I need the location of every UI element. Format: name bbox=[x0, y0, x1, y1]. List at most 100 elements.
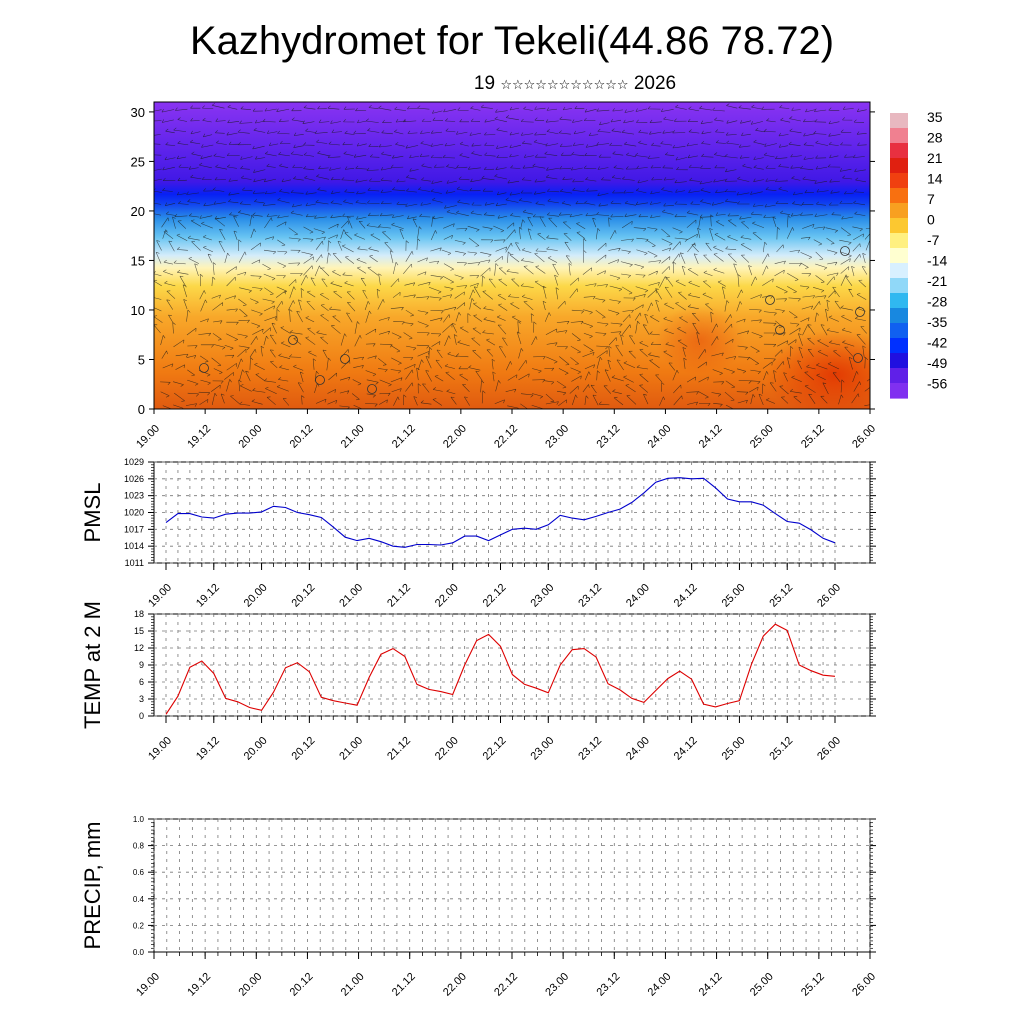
calm-wind-circle bbox=[367, 384, 377, 394]
field-x-tick-label: 24.00 bbox=[646, 423, 674, 451]
temp-x-tick-label: 23.12 bbox=[576, 735, 604, 763]
colorbar-swatch bbox=[890, 128, 908, 144]
pmsl-x-tick-label: 25.12 bbox=[767, 582, 795, 610]
temp-y-tick-label: 0 bbox=[139, 711, 144, 721]
colorbar-label: -49 bbox=[927, 355, 947, 371]
field-x-tick-label: 19.00 bbox=[134, 423, 162, 451]
colorbar-label: -14 bbox=[927, 253, 947, 269]
pmsl-x-tick-label: 20.00 bbox=[242, 582, 270, 610]
colorbar-label: -56 bbox=[927, 376, 947, 392]
pmsl-x-tick-label: 19.12 bbox=[194, 582, 222, 610]
temp-series-line bbox=[165, 623, 836, 715]
precip-x-tick-label: 24.12 bbox=[697, 971, 725, 999]
colorbar-swatch bbox=[890, 323, 908, 339]
temp-y-tick-label: 9 bbox=[139, 660, 144, 670]
pmsl-x-tick-label: 25.00 bbox=[720, 582, 748, 610]
temp-y-tick-label: 18 bbox=[134, 609, 144, 619]
pmsl-x-tick-label: 21.00 bbox=[337, 582, 365, 610]
precip-x-tick-label: 21.00 bbox=[339, 971, 367, 999]
colorbar-swatch bbox=[890, 233, 908, 249]
colorbar-label: -28 bbox=[927, 294, 947, 310]
colorbar-swatch bbox=[890, 308, 908, 324]
colorbar-swatch bbox=[890, 293, 908, 309]
colorbar-label: 14 bbox=[927, 171, 943, 187]
pmsl-x-tick-label: 24.00 bbox=[624, 582, 652, 610]
temp-x-tick-label: 24.12 bbox=[672, 735, 700, 763]
precip-x-tick-label: 25.12 bbox=[799, 971, 827, 999]
temp-x-tick-label: 21.00 bbox=[337, 735, 365, 763]
precip-y-tick-label: 0.6 bbox=[133, 868, 145, 877]
calm-wind-circle bbox=[855, 307, 865, 317]
field-y-tick-label: 25 bbox=[131, 154, 145, 169]
field-x-tick-label: 21.12 bbox=[390, 423, 418, 451]
colorbar-label: -42 bbox=[927, 335, 947, 351]
pmsl-x-tick-label: 21.12 bbox=[385, 582, 413, 610]
subtitle-day: 19 bbox=[473, 73, 496, 94]
colorbar-label: 7 bbox=[927, 191, 935, 207]
pmsl-x-tick-label: 26.00 bbox=[815, 582, 843, 610]
temp-x-tick-label: 24.00 bbox=[624, 735, 652, 763]
colorbar-swatch bbox=[890, 278, 908, 294]
colorbar-label: -21 bbox=[927, 273, 947, 289]
field-y-tick-label: 20 bbox=[131, 204, 145, 219]
precip-y-tick-label: 1.0 bbox=[133, 815, 145, 824]
colorbar-label: 28 bbox=[927, 130, 943, 146]
precip-x-tick-label: 21.12 bbox=[390, 971, 418, 999]
colorbar-swatch bbox=[890, 338, 908, 354]
pmsl-ylabel: PMSL bbox=[80, 483, 105, 543]
precip-panel: 0.0 0.2 0.4 0.6 0.8 1.0 19.00 19.12 20.00 20.12 21… bbox=[80, 815, 878, 999]
colorbar: 35 28 21 14 7 0 -7 -14 -21 -28 -35 -42 -49 -56 bbox=[890, 109, 947, 399]
calm-wind-circle bbox=[315, 375, 325, 385]
colorbar-swatch bbox=[890, 158, 908, 174]
colorbar-swatch bbox=[890, 248, 908, 264]
colorbar-swatch bbox=[890, 113, 908, 129]
precip-y-tick-label: 0.0 bbox=[133, 948, 145, 957]
temperature-field bbox=[154, 102, 870, 409]
chart-subtitle: 19 ☆☆☆☆☆☆☆☆☆☆☆ 2026 bbox=[440, 72, 710, 98]
pmsl-x-tick-label: 20.12 bbox=[290, 582, 318, 610]
field-y-tick-label: 15 bbox=[131, 253, 145, 268]
pmsl-y-tick-label: 1029 bbox=[124, 457, 144, 467]
precip-x-tick-label: 19.00 bbox=[134, 971, 162, 999]
colorbar-swatch bbox=[890, 353, 908, 369]
calm-wind-circle bbox=[853, 353, 863, 363]
wind-barbs bbox=[154, 103, 870, 409]
pmsl-x-tick-label: 23.12 bbox=[576, 582, 604, 610]
colorbar-label: 0 bbox=[927, 212, 935, 228]
calm-wind-circle bbox=[199, 363, 209, 373]
chart-title: Kazhydromet for Tekeli(44.86 78.72) bbox=[189, 19, 835, 63]
colorbar-swatch bbox=[890, 173, 908, 189]
field-x-tick-label: 23.00 bbox=[543, 423, 571, 451]
temp-panel: 0 3 6 9 12 15 18 19.00 19.12 20.00 20.12 21.00 21.12… bbox=[80, 601, 876, 763]
colorbar-label: 35 bbox=[927, 109, 943, 125]
pmsl-y-tick-label: 1023 bbox=[124, 491, 144, 501]
colorbar-swatch bbox=[890, 263, 908, 279]
calm-wind-circle bbox=[288, 335, 298, 345]
temp-x-tick-label: 20.12 bbox=[290, 735, 318, 763]
temp-x-tick-label: 25.00 bbox=[720, 735, 748, 763]
precip-ylabel: PRECIP, mm bbox=[80, 822, 105, 950]
pmsl-y-tick-label: 1020 bbox=[124, 508, 144, 518]
calm-wind-circle bbox=[765, 295, 775, 305]
field-y-tick-label: 0 bbox=[138, 402, 145, 417]
field-y-tick-label: 30 bbox=[131, 105, 145, 120]
pmsl-x-tick-label: 22.00 bbox=[433, 582, 461, 610]
precip-x-tick-label: 25.00 bbox=[748, 971, 776, 999]
temp-x-tick-label: 26.00 bbox=[815, 735, 843, 763]
pmsl-x-tick-label: 23.00 bbox=[528, 582, 556, 610]
field-y-tick-label: 5 bbox=[138, 352, 145, 367]
field-x-tick-label: 23.12 bbox=[594, 423, 622, 451]
temp-y-tick-label: 3 bbox=[139, 694, 144, 704]
pmsl-x-tick-label: 22.12 bbox=[481, 582, 509, 610]
calm-wind-circle bbox=[340, 354, 350, 364]
temp-ylabel: TEMP at 2 M bbox=[80, 601, 105, 729]
field-x-tick-label: 26.00 bbox=[850, 423, 878, 451]
pmsl-y-tick-label: 1011 bbox=[125, 558, 144, 568]
colorbar-swatch bbox=[890, 383, 908, 399]
pmsl-x-tick-label: 19.00 bbox=[146, 582, 174, 610]
colorbar-swatch bbox=[890, 203, 908, 219]
wind-barb-lines bbox=[154, 103, 870, 409]
precip-x-tick-label: 20.00 bbox=[236, 971, 264, 999]
precip-x-tick-label: 24.00 bbox=[646, 971, 674, 999]
